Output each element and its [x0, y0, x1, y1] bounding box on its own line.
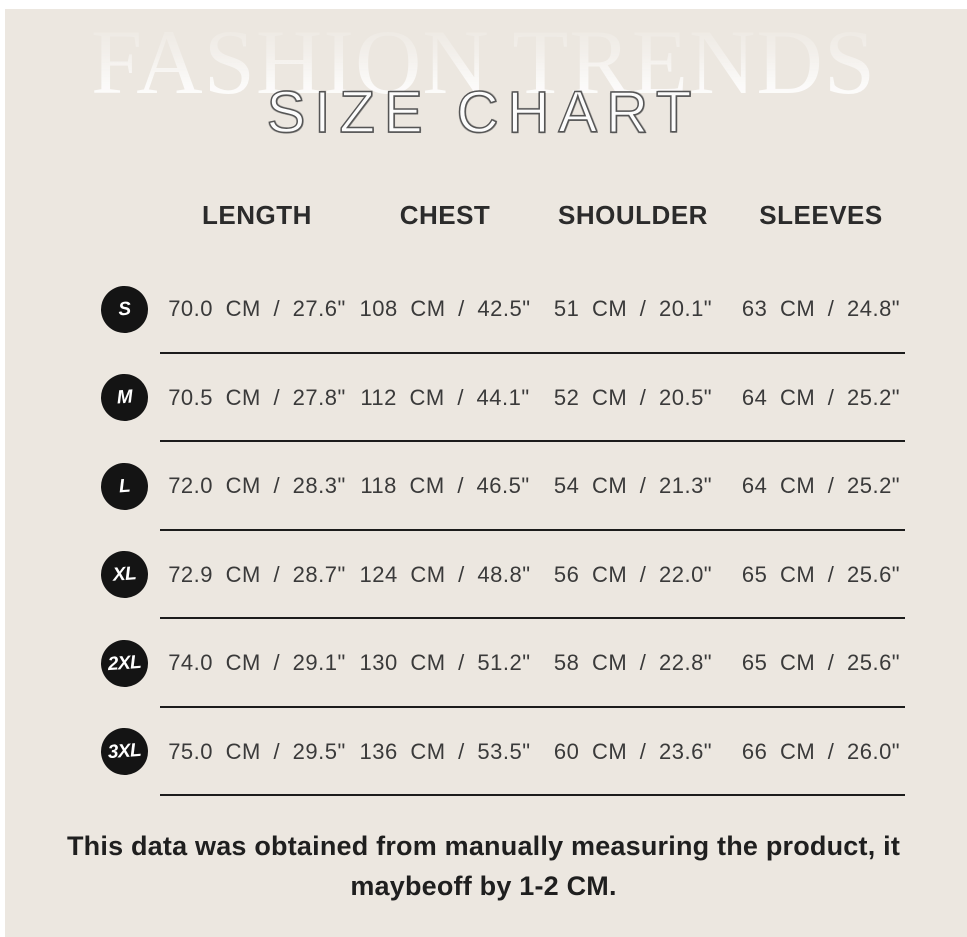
- table-row-l: L 72.0 CM / 28.3" 118 CM / 46.5" 54 CM /…: [85, 442, 915, 531]
- sleeves-value: 64 CM / 25.2": [741, 473, 901, 499]
- table-header-row: LENGTH CHEST SHOULDER SLEEVES: [85, 190, 915, 240]
- size-badge-2xl: 2XL: [98, 638, 150, 689]
- badge-cell: XL: [85, 531, 163, 620]
- length-value: 70.5 CM / 27.8": [168, 384, 346, 410]
- length-value: 72.0 CM / 28.3": [168, 473, 346, 499]
- badge-cell: L: [85, 442, 163, 531]
- chest-value: 112 CM / 44.1": [360, 384, 530, 410]
- badge-cell: M: [85, 354, 163, 443]
- badge-cell: 3XL: [85, 708, 163, 797]
- size-badge-3xl: 3XL: [98, 726, 150, 777]
- badge-cell: S: [85, 265, 163, 354]
- table-row-2xl: 2XL 74.0 CM / 29.1" 130 CM / 51.2" 58 CM…: [85, 619, 915, 708]
- column-header-sleeves: SLEEVES: [759, 199, 883, 230]
- chest-value: 124 CM / 48.8": [359, 561, 531, 587]
- sleeves-value: 65 CM / 25.6": [741, 650, 901, 676]
- brand-watermark: FASHION TRENDS: [0, 16, 967, 108]
- table-row-m: M 70.5 CM / 27.8" 112 CM / 44.1" 52 CM /…: [85, 354, 915, 443]
- sleeves-value: 66 CM / 26.0": [741, 738, 901, 764]
- size-table: LENGTH CHEST SHOULDER SLEEVES S 70.0 CM …: [85, 190, 915, 796]
- shoulder-value: 54 CM / 21.3": [553, 473, 713, 499]
- left-edge-strip: [0, 0, 5, 937]
- column-header-length: LENGTH: [202, 199, 312, 230]
- length-value: 70.0 CM / 27.6": [168, 296, 346, 322]
- badge-cell: 2XL: [85, 619, 163, 708]
- header-badge-spacer: [85, 190, 163, 240]
- shoulder-value: 56 CM / 22.0": [553, 561, 713, 587]
- size-badge-l: L: [98, 461, 150, 512]
- table-row-xl: XL 72.9 CM / 28.7" 124 CM / 48.8" 56 CM …: [85, 531, 915, 620]
- length-value: 72.9 CM / 28.7": [168, 561, 346, 587]
- shoulder-value: 52 CM / 20.5": [553, 384, 713, 410]
- chest-value: 108 CM / 42.5": [359, 296, 531, 322]
- chest-value: 130 CM / 51.2": [359, 650, 531, 676]
- disclaimer: This data was obtained from manually mea…: [0, 826, 967, 906]
- shoulder-value: 58 CM / 22.8": [553, 650, 713, 676]
- disclaimer-line-2: maybeoff by 1-2 CM.: [350, 871, 617, 901]
- page-title: SIZE CHART: [266, 80, 701, 145]
- sleeves-value: 64 CM / 25.2": [741, 384, 901, 410]
- disclaimer-line-1: This data was obtained from manually mea…: [66, 831, 901, 861]
- size-badge-s: S: [98, 284, 150, 335]
- column-header-chest: CHEST: [399, 199, 491, 230]
- length-value: 74.0 CM / 29.1": [168, 650, 346, 676]
- chest-value: 118 CM / 46.5": [360, 473, 530, 499]
- column-header-shoulder: SHOULDER: [558, 199, 708, 230]
- chest-value: 136 CM / 53.5": [359, 738, 531, 764]
- sleeves-value: 63 CM / 24.8": [741, 296, 901, 322]
- shoulder-value: 60 CM / 23.6": [553, 738, 713, 764]
- shoulder-value: 51 CM / 20.1": [553, 296, 713, 322]
- size-badge-m: M: [98, 372, 150, 423]
- size-badge-xl: XL: [98, 549, 150, 600]
- table-row-3xl: 3XL 75.0 CM / 29.5" 136 CM / 53.5" 60 CM…: [85, 708, 915, 797]
- table-row-s: S 70.0 CM / 27.6" 108 CM / 42.5" 51 CM /…: [85, 265, 915, 354]
- length-value: 75.0 CM / 29.5": [168, 738, 346, 764]
- top-edge-strip: [0, 0, 967, 9]
- sleeves-value: 65 CM / 25.6": [741, 561, 901, 587]
